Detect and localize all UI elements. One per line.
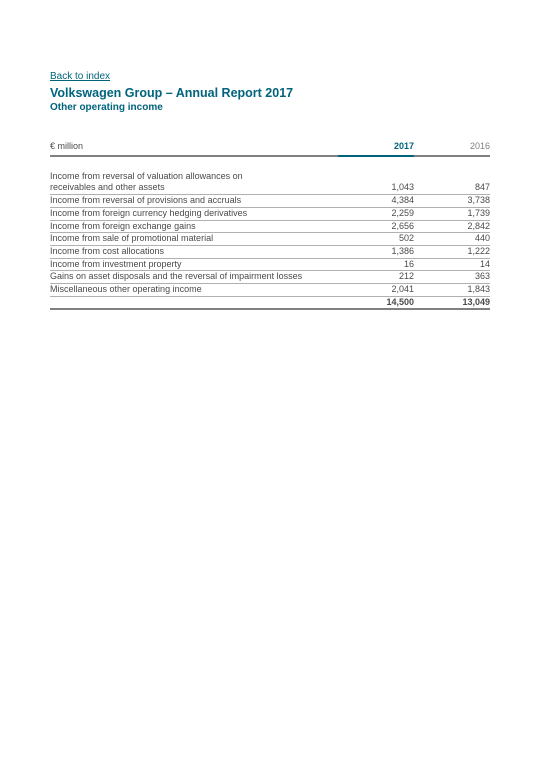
row-value-current: 4,384	[338, 195, 414, 208]
row-label: Income from investment property	[50, 258, 338, 271]
row-value-current: 2,259	[338, 207, 414, 220]
row-value-prior: 440	[414, 233, 490, 246]
row-value-prior: 2,842	[414, 220, 490, 233]
income-table: € million 2017 2016 Income from reversal…	[50, 141, 490, 310]
table-row: receivables and other assets 1,043 847	[50, 182, 490, 194]
row-value-prior: 847	[414, 182, 490, 194]
table-row: Miscellaneous other operating income 2,0…	[50, 284, 490, 297]
row-value-current: 1,386	[338, 245, 414, 258]
row-value-prior: 1,739	[414, 207, 490, 220]
row-value-current: 502	[338, 233, 414, 246]
table-row: Income from reversal of provisions and a…	[50, 195, 490, 208]
page-subtitle: Other operating income	[50, 102, 500, 113]
table-row: Income from investment property 16 14	[50, 258, 490, 271]
back-to-index-link[interactable]: Back to index	[50, 71, 110, 82]
row-value-prior: 1,222	[414, 245, 490, 258]
row-label: Income from reversal of valuation allowa…	[50, 171, 338, 183]
col-header-prior: 2016	[414, 141, 490, 155]
table-row: Income from cost allocations 1,386 1,222	[50, 245, 490, 258]
col-header-current: 2017	[338, 141, 414, 155]
row-label: Income from cost allocations	[50, 245, 338, 258]
row-value-current: 212	[338, 271, 414, 284]
total-prior: 13,049	[414, 296, 490, 309]
unit-label: € million	[50, 141, 338, 155]
row-label: Income from sale of promotional material	[50, 233, 338, 246]
row-value-prior: 3,738	[414, 195, 490, 208]
row-label: Income from foreign currency hedging der…	[50, 207, 338, 220]
page-title: Volkswagen Group – Annual Report 2017	[50, 86, 500, 100]
row-label: Gains on asset disposals and the reversa…	[50, 271, 338, 284]
row-label: Miscellaneous other operating income	[50, 284, 338, 297]
row-value-prior: 14	[414, 258, 490, 271]
row-value-prior: 1,843	[414, 284, 490, 297]
table-row: Gains on asset disposals and the reversa…	[50, 271, 490, 284]
row-value-current: 1,043	[338, 182, 414, 194]
row-label: Income from foreign exchange gains	[50, 220, 338, 233]
total-current: 14,500	[338, 296, 414, 309]
row-value-prior: 363	[414, 271, 490, 284]
row-value-current: 2,041	[338, 284, 414, 297]
table-row: Income from foreign currency hedging der…	[50, 207, 490, 220]
row-label: Income from reversal of provisions and a…	[50, 195, 338, 208]
table-total-row: 14,500 13,049	[50, 296, 490, 309]
row-value-current: 16	[338, 258, 414, 271]
table-row: Income from foreign exchange gains 2,656…	[50, 220, 490, 233]
row-label: receivables and other assets	[50, 182, 338, 194]
row-value-current: 2,656	[338, 220, 414, 233]
table-row: Income from reversal of valuation allowa…	[50, 171, 490, 183]
table-row: Income from sale of promotional material…	[50, 233, 490, 246]
